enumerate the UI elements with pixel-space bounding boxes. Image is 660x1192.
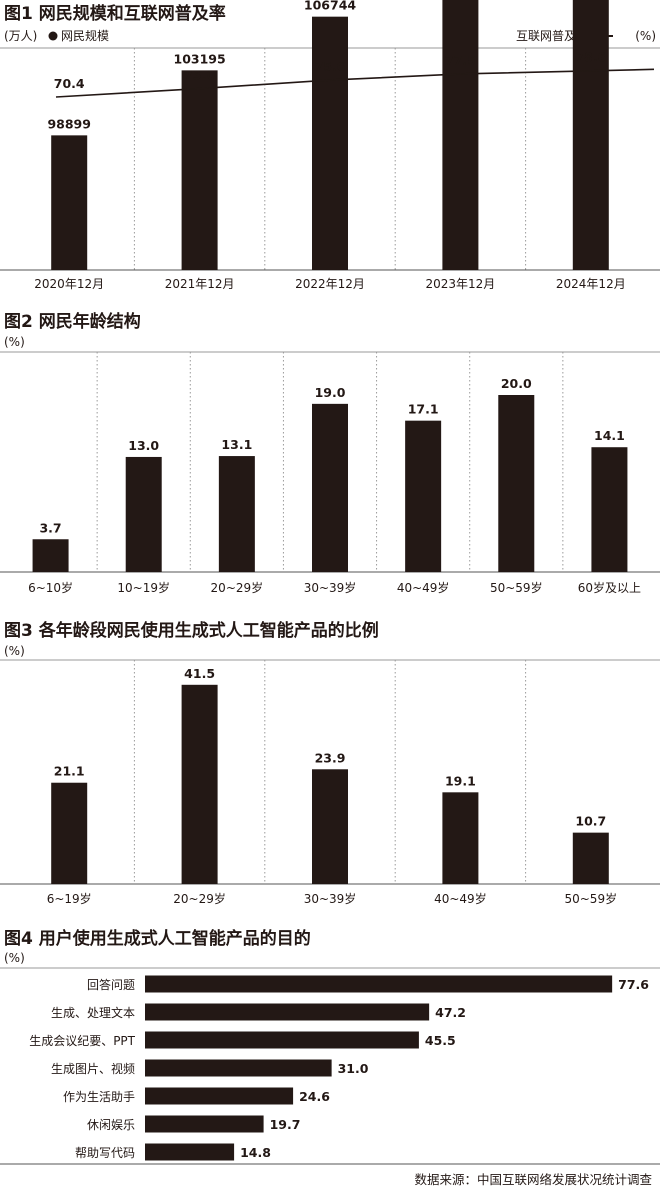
chart1-bar [181, 70, 218, 270]
chart2-tick-label: 6~10岁 [28, 580, 73, 595]
chart1-line-value-label: 77.5 [445, 53, 476, 68]
chart1-title: 图1 网民规模和互联网普及率 [4, 3, 226, 24]
chart4-value-label: 14.8 [240, 1145, 271, 1160]
chart2-bar [125, 456, 162, 572]
chart3-plot: 21.1 6~19岁 41.5 20~29岁 23.9 30~39岁 19.1 40~49岁 1… [0, 659, 660, 906]
chart1-tick-label: 2024年12月 [556, 277, 626, 291]
chart3-tick-label: 6~19岁 [47, 891, 92, 906]
chart4-value-label: 45.5 [425, 1033, 456, 1048]
chart1-bar [572, 0, 609, 270]
chart4-plot: 回答问题 77.6 生成、处理文本 47.2 生成会议纪要、PPT 45.5 生成图片、视频… [0, 967, 660, 1165]
chart4-value-label: 47.2 [435, 1005, 466, 1020]
chart2-tick-label: 10~19岁 [117, 580, 170, 595]
chart4-bar [145, 1115, 264, 1133]
chart2-tick-label: 50~59岁 [490, 580, 543, 595]
chart4-bar [145, 1143, 235, 1161]
chart3-bar [181, 684, 218, 884]
chart2-value-label: 14.1 [594, 428, 625, 443]
chart2-value-label: 13.1 [221, 437, 252, 452]
chart4-unit: (%) [4, 951, 25, 965]
chart3-value-label: 41.5 [184, 666, 215, 681]
chart3-tick-label: 30~39岁 [304, 891, 357, 906]
chart2-value-label: 13.0 [128, 438, 159, 453]
chart3-bar [312, 769, 348, 884]
chart2-value-label: 3.7 [39, 520, 61, 535]
chart2-value-label: 20.0 [501, 376, 532, 391]
chart2-bar [32, 539, 69, 572]
chart4-value-label: 31.0 [338, 1061, 369, 1076]
chart1-legend-line: 互联网普及率 [516, 28, 588, 43]
chart1-bar-value-label: 98899 [47, 116, 91, 131]
chart3-tick-label: 40~49岁 [434, 891, 487, 906]
chart3-tick-label: 50~59岁 [564, 891, 617, 906]
chart2-tick-label: 40~49岁 [397, 580, 450, 595]
chart2-bar [218, 456, 255, 572]
chart3-bar [442, 792, 479, 884]
chart2-tick-label: 60岁及以上 [578, 580, 641, 595]
chart1-bar-value-label: 106744 [304, 0, 356, 13]
chart3-value-label: 23.9 [315, 750, 346, 765]
chart3-value-label: 19.1 [445, 773, 476, 788]
chart2-bar [312, 403, 348, 572]
chart4-category-label: 休闲娱乐 [87, 1118, 135, 1132]
chart1-line-value-label: 73.0 [184, 68, 215, 83]
chart1-unit-left: (万人) [4, 29, 37, 43]
chart2-plot: 3.7 6~10岁 13.0 10~19岁 13.1 20~29岁 19.0 30~39岁 17… [0, 351, 660, 595]
chart4-bar [145, 1031, 419, 1049]
chart1-tick-label: 2020年12月 [34, 277, 104, 291]
chart1-plot: 98899 2020年12月 103195 2021年12月 106744 2022年12… [0, 0, 660, 291]
chart2-bar [405, 420, 442, 572]
chart3-bar [51, 782, 88, 884]
chart1-bar [442, 0, 479, 270]
chart1-unit-right: (%) [635, 29, 656, 43]
chart2-value-label: 17.1 [408, 402, 439, 417]
chart2-tick-label: 30~39岁 [304, 580, 357, 595]
chart1-legend-bar: 网民规模 [61, 28, 109, 43]
chart3-title: 图3 各年龄段网民使用生成式人工智能产品的比例 [4, 620, 379, 641]
chart1-line-series [55, 68, 655, 98]
chart4-category-label: 回答问题 [87, 977, 135, 992]
chart1-line-value-label: 78.6 [575, 49, 606, 64]
chart4-title: 图4 用户使用生成式人工智能产品的目的 [4, 928, 311, 949]
chart4-category-label: 帮助写代码 [75, 1146, 135, 1160]
chart2-bar [498, 395, 535, 572]
chart3-unit: (%) [4, 644, 25, 658]
chart1-bar [312, 16, 348, 270]
chart4-category-label: 生成会议纪要、PPT [29, 1034, 135, 1048]
chart3-tick-label: 20~29岁 [173, 891, 226, 906]
chart2-tick-label: 20~29岁 [211, 580, 264, 595]
chart4-category-label: 生成图片、视频 [51, 1061, 135, 1076]
chart2-value-label: 19.0 [315, 385, 346, 400]
chart4-value-label: 77.6 [618, 977, 649, 992]
chart3-value-label: 10.7 [575, 814, 606, 829]
chart1-tick-label: 2023年12月 [425, 277, 495, 291]
chart2-unit: (%) [4, 335, 25, 349]
chart4-value-label: 19.7 [270, 1117, 301, 1132]
chart4-bar [145, 1059, 332, 1077]
chart2-title: 图2 网民年龄结构 [4, 311, 141, 332]
chart4-bar [145, 1087, 294, 1105]
chart1-tick-label: 2022年12月 [295, 277, 365, 291]
chart1-line-value-label: 75.6 [315, 59, 346, 74]
chart3-bar [572, 832, 609, 884]
chart2-bar [591, 447, 628, 572]
chart1-bar-value-label: 103195 [174, 51, 226, 66]
chart3-value-label: 21.1 [54, 764, 85, 779]
chart1-bar [51, 135, 88, 270]
source-note: 数据来源：中国互联网络发展状况统计调查 [414, 1172, 652, 1187]
chart4-bar [145, 1003, 430, 1021]
chart4-value-label: 24.6 [299, 1089, 330, 1104]
chart4-category-label: 作为生活助手 [63, 1090, 135, 1104]
chart4-category-label: 生成、处理文本 [51, 1005, 135, 1020]
chart1-line-value-label: 70.4 [54, 76, 85, 91]
chart4-bar [145, 975, 613, 993]
chart1-tick-label: 2021年12月 [165, 277, 235, 291]
chart1-legend-bar-icon [48, 31, 58, 41]
